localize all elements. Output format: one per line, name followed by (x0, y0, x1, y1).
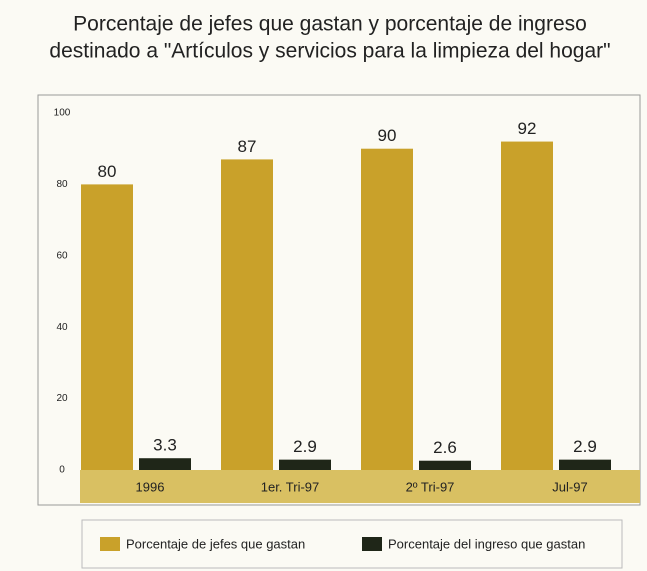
x-tick-label: 1996 (136, 479, 165, 494)
bar (279, 459, 331, 470)
bar (559, 459, 611, 470)
y-tick-label: 40 (56, 322, 68, 333)
x-tick-label: Jul-97 (552, 479, 587, 494)
value-label: 80 (98, 162, 117, 181)
value-label: 92 (518, 119, 537, 138)
value-label: 90 (378, 126, 397, 145)
value-label: 3.3 (153, 436, 177, 455)
value-label: 87 (238, 137, 257, 156)
bar (139, 458, 191, 470)
category-strip (80, 470, 640, 503)
bar (221, 159, 273, 470)
legend-swatch (362, 537, 382, 551)
x-tick-label: 2º Tri-97 (406, 479, 455, 494)
y-tick-label: 20 (56, 393, 68, 404)
x-tick-label: 1er. Tri-97 (261, 479, 320, 494)
bar (361, 148, 413, 470)
y-tick-label: 0 (59, 465, 65, 476)
value-label: 2.9 (573, 437, 597, 456)
plot-frame (37, 94, 641, 506)
y-tick-label: 100 (54, 108, 71, 119)
y-tick-label: 60 (56, 250, 68, 261)
bar (501, 141, 553, 470)
chart-title: destinado a "Artículos y servicios para … (49, 40, 610, 63)
value-label: 2.6 (433, 438, 457, 457)
bar (81, 184, 133, 470)
legend-frame (81, 519, 623, 569)
chart-title: Porcentaje de jefes que gastan y porcent… (73, 13, 587, 36)
bar (419, 460, 471, 470)
legend-label: Porcentaje de jefes que gastan (126, 536, 305, 551)
legend-swatch (100, 537, 120, 551)
legend-label: Porcentaje del ingreso que gastan (388, 536, 585, 551)
y-tick-label: 80 (56, 179, 68, 190)
value-label: 2.9 (293, 437, 317, 456)
